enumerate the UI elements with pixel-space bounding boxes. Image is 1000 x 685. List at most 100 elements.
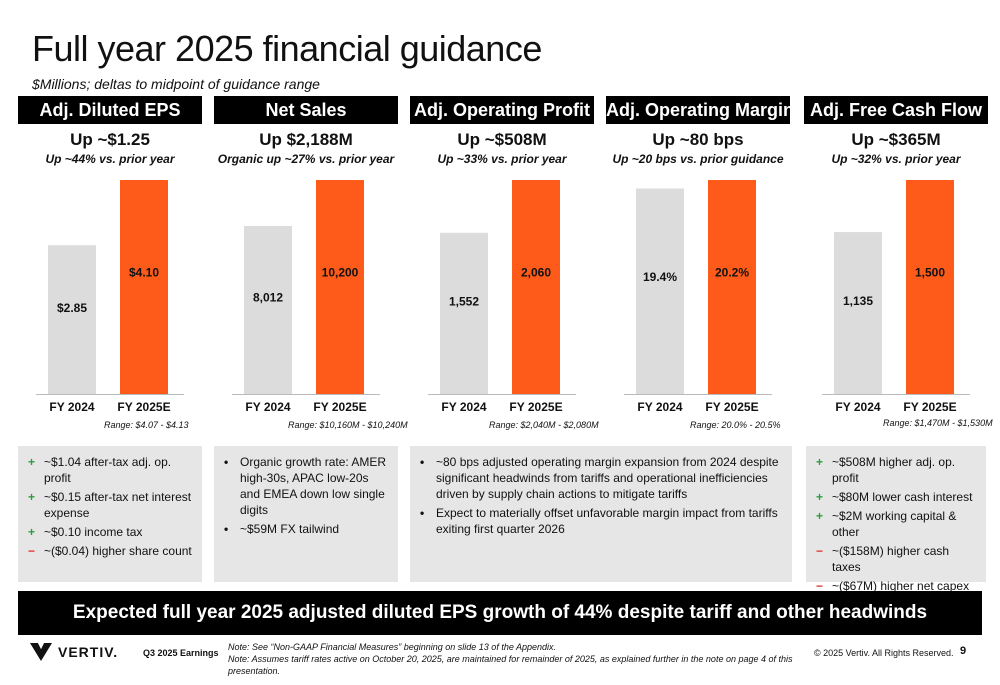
bar-prior: [48, 245, 96, 394]
panel-subheadline: Up ~32% vs. prior year: [831, 152, 961, 166]
page-title: Full year 2025 financial guidance: [32, 28, 542, 69]
footnote: Note: Assumes tariff rates active on Oct…: [228, 654, 793, 676]
op-profit-chart: 1,552 FY 2024 2,060 FY 2025E: [428, 180, 576, 414]
x-tick-label: FY 2024: [245, 400, 290, 414]
list-item-text: ~$2M working capital & other: [832, 509, 957, 539]
x-tick-label: FY 2024: [835, 400, 880, 414]
list-item: − ~($158M) higher cash taxes: [816, 543, 976, 575]
data-label: 2,060: [521, 265, 551, 279]
data-label: $2.85: [57, 301, 87, 315]
list-item: + ~$2M working capital & other: [816, 508, 976, 540]
data-label: 10,200: [322, 265, 359, 279]
panel-subheadline: Up ~20 bps vs. prior guidance: [612, 152, 784, 166]
net-sales-chart: 8,012 FY 2024 10,200 FY 2025E: [232, 180, 380, 414]
list-item-text: Expect to materially offset unfavorable …: [436, 506, 778, 536]
panel-headline: Up ~$508M: [457, 130, 547, 149]
panel-subheadline: Up ~44% vs. prior year: [45, 152, 175, 166]
plus-icon: +: [28, 490, 36, 504]
op-margin-chart: 19.4% FY 2024 20.2% FY 2025E: [624, 180, 772, 414]
list-item-text: Organic growth rate: AMER high-30s, APAC…: [240, 455, 387, 517]
panel-net-sales: Net Sales Up $2,188M Organic up ~27% vs.…: [214, 96, 398, 432]
data-label: 19.4%: [643, 270, 677, 284]
vertiv-logo-icon: [30, 643, 52, 661]
panel-headline: Up ~80 bps: [652, 130, 744, 149]
minus-icon: −: [816, 579, 824, 593]
x-tick-label: FY 2025E: [903, 400, 956, 414]
plus-icon: +: [816, 509, 824, 523]
footnote: Note: See “Non-GAAP Financial Measures” …: [228, 642, 557, 652]
range-note: Range: $10,160M - $10,240M: [288, 420, 408, 430]
list-item: + ~$1.04 after-tax adj. op. profit: [28, 454, 192, 486]
list-item: • ~$59M FX tailwind: [224, 521, 388, 537]
panel-fcf: Adj. Free Cash Flow Up ~$365M Up ~32% vs…: [804, 96, 988, 432]
data-label: 1,552: [449, 294, 479, 308]
bar-current: [120, 180, 168, 394]
bullet-icon: •: [224, 455, 229, 469]
eps-drivers-box: + ~$1.04 after-tax adj. op. profit + ~$0.1…: [18, 446, 202, 582]
page-subtitle: $Millions; deltas to midpoint of guidanc…: [32, 76, 320, 92]
panel-subheadline: Organic up ~27% vs. prior year: [217, 152, 395, 166]
summary-banner: Expected full year 2025 adjusted diluted…: [18, 591, 982, 635]
range-note: Range: $4.07 - $4.13: [104, 420, 189, 430]
list-item: − ~($67M) higher net capex: [816, 578, 976, 594]
x-tick-label: FY 2025E: [313, 400, 366, 414]
x-tick-label: FY 2024: [441, 400, 486, 414]
panel-op-profit: Adj. Operating Profit Up ~$508M Up ~33% …: [410, 96, 594, 432]
panel-header: Adj. Operating Profit: [410, 96, 594, 124]
x-tick-label: FY 2024: [637, 400, 682, 414]
panel-op-margin: Adj. Operating Margin Up ~80 bps Up ~20 …: [606, 96, 794, 432]
x-tick-label: FY 2025E: [117, 400, 170, 414]
plus-icon: +: [28, 525, 36, 539]
minus-icon: −: [28, 544, 36, 558]
plus-icon: +: [816, 455, 824, 469]
panel-headline: Up ~$1.25: [70, 130, 150, 149]
plus-icon: +: [28, 455, 36, 469]
list-item-text: ~80 bps adjusted operating margin expans…: [436, 455, 779, 501]
bar-prior: [636, 188, 684, 394]
list-item: − ~($0.04) higher share count: [28, 543, 192, 559]
list-item-text: ~$0.10 income tax: [44, 525, 143, 539]
list-item-text: ~($0.04) higher share count: [44, 544, 192, 558]
page-number: 9: [960, 645, 967, 657]
fcf-drivers-box: + ~$508M higher adj. op. profit + ~$80M lo…: [806, 446, 986, 593]
list-item: • Expect to materially offset unfavorable…: [420, 505, 782, 537]
bar-prior: [834, 232, 882, 394]
range-note: Range: $2,040M - $2,080M: [489, 420, 599, 430]
list-item-text: ~$508M higher adj. op. profit: [832, 455, 956, 485]
copyright: © 2025 Vertiv. All Rights Reserved.: [814, 648, 954, 658]
plus-icon: +: [816, 490, 824, 504]
net-sales-drivers-box: • Organic growth rate: AMER high-30s, APA…: [214, 446, 398, 582]
x-tick-label: FY 2025E: [705, 400, 758, 414]
panel-header: Adj. Operating Margin: [606, 96, 794, 124]
minus-icon: −: [816, 544, 824, 558]
list-item: • Organic growth rate: AMER high-30s, APA…: [224, 454, 388, 518]
list-item: • ~80 bps adjusted operating margin expan…: [420, 454, 782, 502]
list-item-text: ~$59M FX tailwind: [240, 522, 340, 536]
panel-subheadline: Up ~33% vs. prior year: [437, 152, 567, 166]
panel-header: Adj. Free Cash Flow: [804, 96, 988, 124]
list-item-text: ~($158M) higher cash taxes: [832, 544, 950, 574]
bar-prior: [244, 225, 292, 394]
list-item: + ~$80M lower cash interest: [816, 489, 976, 505]
bar-prior: [440, 232, 488, 394]
panel-header: Adj. Diluted EPS: [18, 96, 202, 124]
margin-drivers-box: • ~80 bps adjusted operating margin expan…: [410, 446, 792, 582]
list-item-text: ~$1.04 after-tax adj. op. profit: [44, 455, 172, 485]
eps-chart: $2.85 FY 2024 $4.10 FY 2025E: [36, 180, 184, 414]
fcf-chart: 1,135 FY 2024 1,500 FY 2025E: [822, 180, 970, 414]
panel-eps: Adj. Diluted EPS Up ~$1.25 Up ~44% vs. p…: [18, 96, 202, 432]
list-item-text: ~($67M) higher net capex: [832, 579, 970, 593]
list-item: + ~$0.10 income tax: [28, 524, 192, 540]
data-label: 1,500: [915, 265, 945, 279]
bar-current: [708, 180, 756, 394]
footnotes: Note: See “Non-GAAP Financial Measures” …: [228, 641, 798, 677]
brand-name: VERTIV.: [58, 644, 119, 660]
data-label: 1,135: [843, 294, 873, 308]
list-item: + ~$508M higher adj. op. profit: [816, 454, 976, 486]
range-note: Range: 20.0% - 20.5%: [690, 420, 781, 430]
list-item-text: ~$0.15 after-tax net interest expense: [44, 490, 192, 520]
data-label: 20.2%: [715, 265, 749, 279]
data-label: 8,012: [253, 291, 283, 305]
x-tick-label: FY 2025E: [509, 400, 562, 414]
panel-header: Net Sales: [214, 96, 398, 124]
